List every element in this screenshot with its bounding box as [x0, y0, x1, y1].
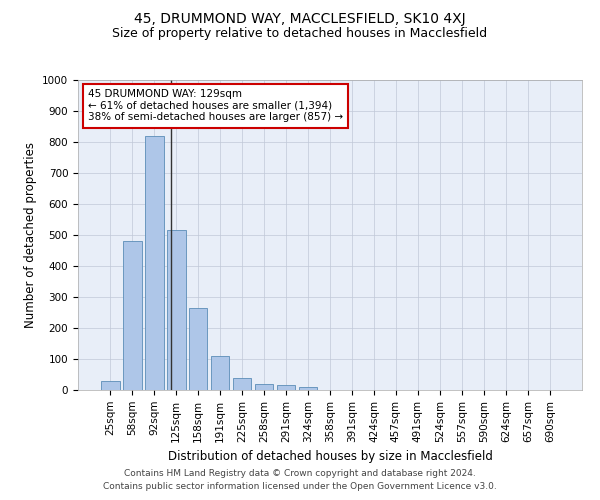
Bar [189, 308, 208, 390]
Bar [233, 378, 251, 390]
Text: Size of property relative to detached houses in Macclesfield: Size of property relative to detached ho… [112, 28, 488, 40]
Bar [123, 241, 142, 390]
Text: 45, DRUMMOND WAY, MACCLESFIELD, SK10 4XJ: 45, DRUMMOND WAY, MACCLESFIELD, SK10 4XJ [134, 12, 466, 26]
Bar [277, 386, 295, 390]
Text: Contains public sector information licensed under the Open Government Licence v3: Contains public sector information licen… [103, 482, 497, 491]
Bar [255, 384, 274, 390]
Bar [145, 136, 164, 390]
Text: 45 DRUMMOND WAY: 129sqm
← 61% of detached houses are smaller (1,394)
38% of semi: 45 DRUMMOND WAY: 129sqm ← 61% of detache… [88, 90, 343, 122]
Bar [167, 230, 185, 390]
X-axis label: Distribution of detached houses by size in Macclesfield: Distribution of detached houses by size … [167, 450, 493, 463]
Bar [101, 380, 119, 390]
Bar [211, 356, 229, 390]
Bar [299, 387, 317, 390]
Y-axis label: Number of detached properties: Number of detached properties [23, 142, 37, 328]
Text: Contains HM Land Registry data © Crown copyright and database right 2024.: Contains HM Land Registry data © Crown c… [124, 468, 476, 477]
